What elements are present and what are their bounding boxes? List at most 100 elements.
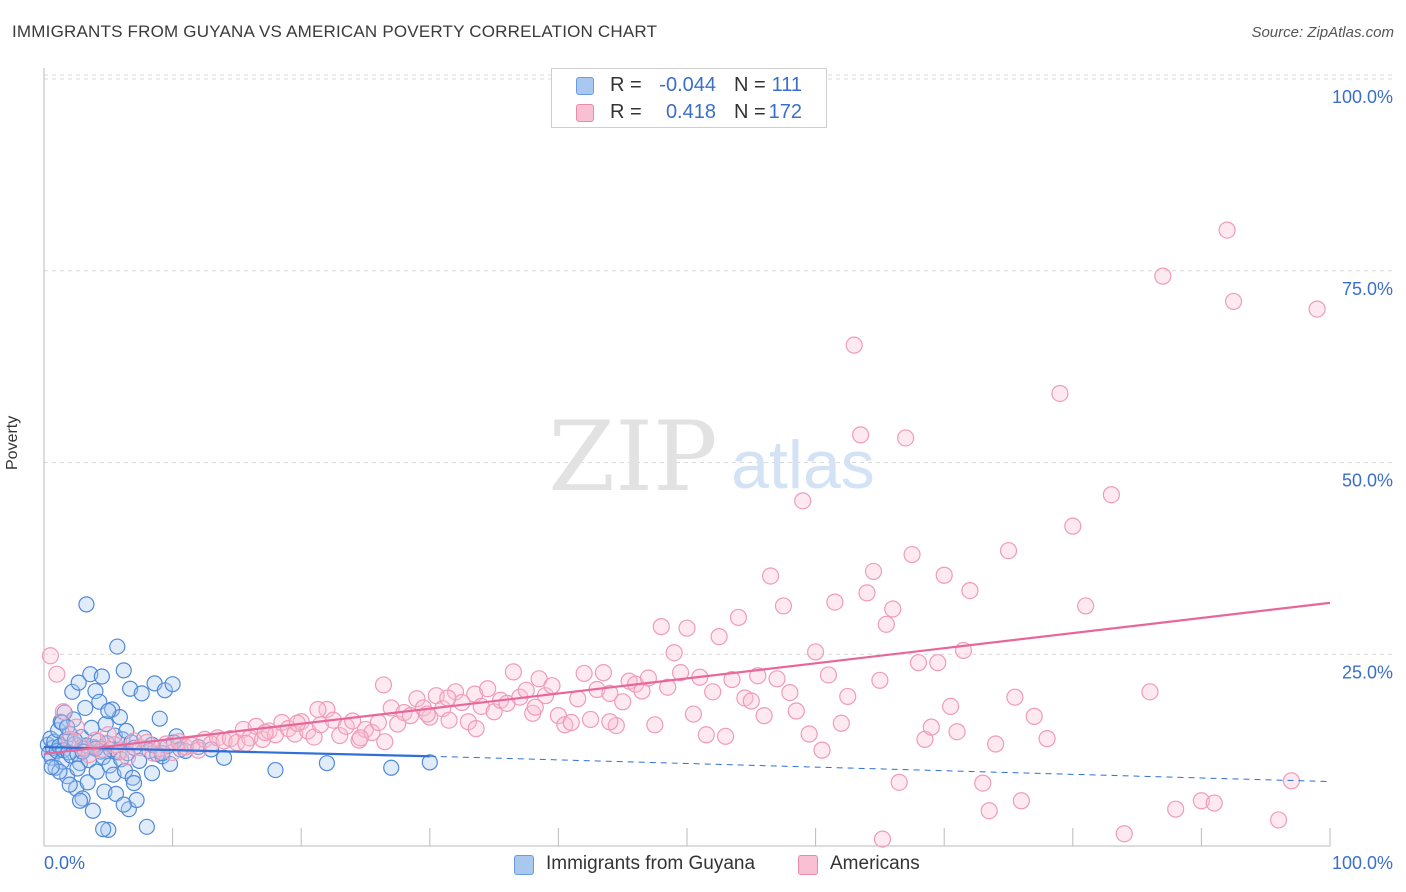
data-point-guyana [164, 676, 181, 693]
data-point-guyana [318, 755, 336, 772]
data-point-guyana [69, 760, 86, 777]
data-point-americans [704, 683, 722, 701]
data-point-americans [1308, 300, 1326, 318]
data-point-americans [1192, 792, 1211, 810]
watermark-atlas: atlas [731, 427, 875, 503]
data-point-guyana [383, 759, 400, 776]
data-point-americans [852, 426, 870, 444]
legend-n-label: N = [734, 74, 766, 96]
trend-lines [43, 601, 1331, 783]
data-point-guyana [77, 699, 94, 717]
data-point-americans [601, 713, 619, 731]
data-point-americans [54, 703, 72, 721]
data-point-americans [871, 671, 889, 689]
data-point-americans [710, 628, 728, 646]
data-point-guyana [115, 662, 132, 679]
series-americans-points [41, 221, 1326, 848]
data-point-guyana [71, 792, 89, 809]
data-point-americans [594, 664, 613, 682]
data-point-americans [942, 697, 960, 716]
data-point-americans [819, 666, 838, 684]
data-point-americans [665, 644, 683, 662]
watermark: ZIP atlas [548, 401, 874, 513]
grid-lines [44, 74, 1392, 655]
data-point-americans [806, 643, 825, 661]
data-point-americans [351, 729, 369, 747]
y-tick-label: 25.0% [1342, 662, 1393, 682]
data-point-guyana [64, 683, 81, 700]
data-point-americans [1077, 597, 1095, 615]
data-point-americans [826, 593, 844, 611]
data-point-americans [742, 692, 760, 710]
data-point-guyana [43, 758, 60, 776]
data-point-americans [716, 727, 735, 745]
data-point-guyana [421, 754, 438, 771]
legend-swatch-americans [576, 104, 594, 122]
data-point-guyana [70, 674, 87, 691]
data-point-americans [884, 600, 902, 618]
data-point-guyana [93, 668, 110, 685]
trend-line-americans [43, 601, 1331, 756]
data-point-americans [543, 677, 561, 695]
data-point-americans [164, 743, 182, 762]
legend-label-americans: Americans [830, 853, 920, 874]
data-point-americans [794, 492, 812, 510]
data-point-americans [562, 713, 580, 732]
data-point-americans [671, 664, 690, 682]
data-point-americans [929, 654, 947, 672]
data-point-americans [48, 665, 66, 683]
data-point-americans [652, 618, 670, 636]
data-point-guyana [138, 818, 155, 835]
data-point-americans [439, 689, 457, 707]
data-point-americans [646, 716, 664, 734]
legend-label-guyana: Immigrants from Guyana [546, 853, 756, 874]
legend-swatch-guyana [514, 855, 534, 875]
data-point-americans [813, 741, 831, 759]
data-point-americans [614, 693, 632, 711]
data-point-americans [581, 710, 600, 729]
data-point-americans [1038, 730, 1056, 748]
data-point-americans [1012, 792, 1030, 810]
legend-swatch-americans [798, 855, 818, 875]
data-point-americans [1115, 825, 1133, 843]
data-point-americans [1102, 486, 1120, 504]
data-point-americans [376, 733, 394, 751]
data-point-guyana [78, 596, 95, 613]
legend-swatch-guyana [576, 77, 594, 95]
data-point-americans [331, 726, 349, 745]
data-point-americans [678, 619, 696, 637]
watermark-zip: ZIP [548, 401, 717, 513]
data-point-americans [1141, 683, 1159, 701]
data-point-americans [980, 802, 998, 820]
data-point-guyana [61, 776, 78, 793]
data-point-americans [948, 723, 966, 741]
data-point-americans [800, 725, 818, 743]
data-point-americans [768, 670, 786, 688]
data-point-americans [374, 676, 393, 694]
data-point-americans [408, 690, 426, 708]
data-point-guyana [79, 774, 96, 791]
data-point-guyana [115, 796, 132, 813]
data-point-americans [961, 581, 979, 600]
data-point-americans [1154, 267, 1172, 285]
chart-title: IMMIGRANTS FROM GUYANA VS AMERICAN POVER… [12, 22, 658, 41]
data-point-americans [1218, 221, 1236, 239]
data-point-guyana [109, 638, 126, 655]
data-point-americans [873, 830, 892, 848]
data-point-americans [877, 615, 895, 633]
series-legend: Immigrants from Guyana Americans [0, 853, 1406, 879]
data-point-americans [1224, 292, 1243, 311]
data-point-americans [601, 684, 619, 702]
data-point-americans [864, 562, 883, 581]
data-point-americans [697, 726, 715, 744]
legend-r-value: 0.418 [665, 101, 716, 123]
data-point-americans [723, 670, 741, 689]
data-point-americans [112, 742, 130, 760]
legend-row-guyana: R = -0.044 N = 111 [552, 74, 828, 100]
x-tick-label: 100.0% [1332, 853, 1393, 873]
correlation-legend: R = -0.044 N = 111 R = 0.418 N = 172 [551, 68, 827, 128]
legend-row-americans: R = 0.418 N = 172 [552, 101, 828, 127]
data-point-americans [897, 429, 915, 447]
data-point-americans [729, 608, 748, 627]
